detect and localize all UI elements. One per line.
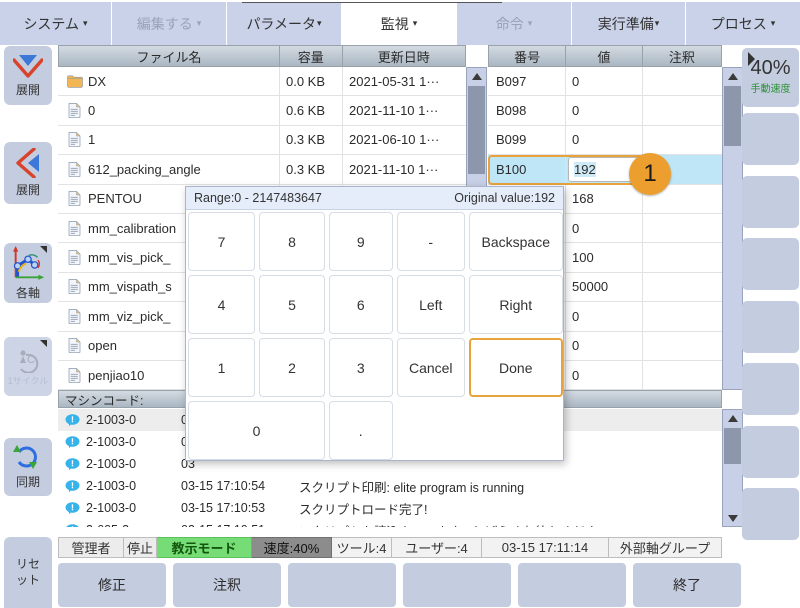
svg-text:C: C xyxy=(27,354,35,366)
